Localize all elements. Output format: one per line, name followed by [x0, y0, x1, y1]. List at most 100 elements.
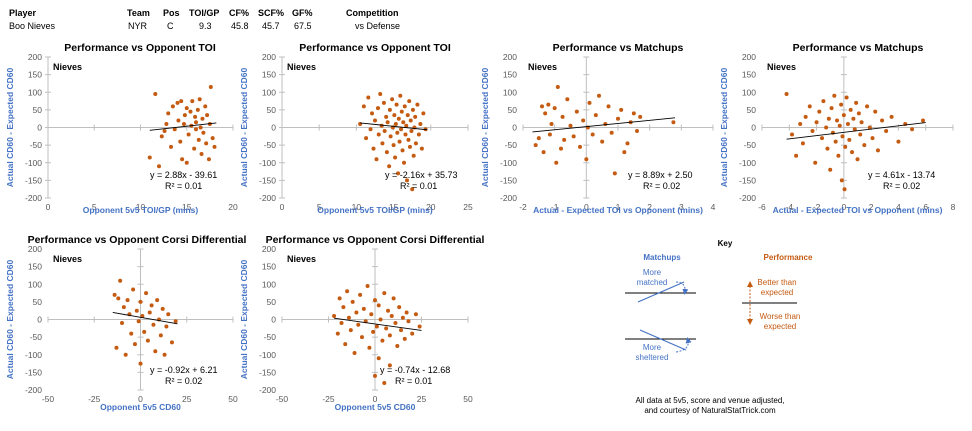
- chart-3: Performance vs Matchups -2 -1 0 1 2 3 4 200 150 10…: [480, 42, 716, 215]
- chart-5: Performance vs Opponent Corsi Differenti…: [5, 234, 246, 412]
- r-squared: R² = 0.01: [400, 181, 437, 191]
- x-tick-label: -1: [551, 202, 559, 212]
- data-point: [554, 160, 559, 165]
- data-point: [206, 157, 211, 162]
- x-tick-label: -2: [813, 202, 821, 212]
- header-toigp-value: 9.3: [199, 21, 212, 31]
- data-point: [196, 137, 201, 142]
- data-point: [175, 100, 180, 105]
- data-point: [870, 136, 875, 141]
- data-point: [406, 137, 411, 142]
- x-axis-label: Opponent 5v5 CD60: [335, 402, 416, 412]
- data-point: [402, 336, 407, 341]
- data-point: [810, 129, 815, 134]
- data-point: [842, 187, 847, 192]
- data-point: [419, 146, 424, 151]
- data-point: [836, 153, 841, 158]
- y-tick-label: 150: [262, 262, 276, 272]
- y-axis-label: Actual CD60 - Expected CD60: [5, 67, 15, 187]
- data-point: [201, 130, 206, 135]
- data-point: [343, 342, 348, 347]
- panel-label: Nieves: [528, 62, 557, 72]
- x-tick-label: 50: [228, 394, 238, 404]
- r-squared: R² = 0.01: [395, 376, 432, 386]
- data-point: [138, 361, 143, 366]
- data-point: [361, 104, 366, 109]
- data-point: [200, 116, 205, 121]
- data-point: [638, 114, 643, 119]
- x-tick-label: 5: [317, 202, 322, 212]
- data-point: [396, 116, 401, 121]
- data-point: [884, 129, 889, 134]
- data-point: [555, 84, 560, 89]
- x-axis-label: Actual - Expected TOI vs Opponent (mins): [533, 205, 703, 215]
- data-point: [381, 100, 386, 105]
- x-tick-label: 5: [92, 202, 97, 212]
- data-point: [380, 141, 385, 146]
- y-tick-label: 150: [503, 70, 517, 80]
- data-point: [397, 305, 402, 310]
- data-point: [540, 104, 544, 109]
- data-point: [852, 127, 857, 132]
- data-point: [541, 150, 546, 155]
- data-point: [844, 95, 849, 100]
- key-matched-line: [637, 281, 685, 303]
- y-tick-label: 200: [742, 52, 756, 62]
- data-point: [896, 139, 901, 144]
- x-tick-label: 0: [584, 202, 589, 212]
- data-point: [158, 333, 163, 338]
- data-point: [176, 118, 181, 123]
- data-point: [373, 373, 377, 378]
- data-point: [335, 331, 340, 336]
- header-cf-label: CF%: [229, 8, 249, 18]
- y-tick-label: 100: [28, 279, 42, 289]
- trend-equation: y = 4.61x - 13.74: [868, 170, 935, 180]
- data-point: [142, 329, 147, 334]
- x-tick-label: 20: [426, 202, 436, 212]
- data-point: [339, 321, 344, 326]
- data-point: [378, 92, 383, 97]
- data-point: [374, 157, 379, 162]
- y-axis-label: Actual CD60 - Expected CD60: [239, 67, 249, 187]
- data-point: [376, 356, 381, 361]
- chart-title: Performance vs Matchups: [553, 42, 684, 54]
- data-point: [829, 106, 834, 111]
- x-tick-label: 20: [228, 202, 238, 212]
- data-point: [416, 132, 421, 137]
- data-point: [832, 93, 837, 98]
- x-tick-label: 6: [923, 202, 928, 212]
- x-axis-label: Opponent 5v5 TOI/GP (mins): [83, 205, 199, 215]
- x-tick-label: -6: [758, 202, 766, 212]
- data-point: [153, 349, 158, 354]
- data-point: [123, 352, 128, 357]
- y-tick-label: -200: [500, 193, 517, 203]
- data-point: [578, 144, 582, 149]
- data-point: [824, 125, 829, 130]
- data-point: [384, 150, 389, 155]
- y-tick-label: -100: [500, 158, 517, 168]
- data-point: [403, 132, 408, 137]
- panel-label: Nieves: [287, 62, 316, 72]
- y-tick-label: -100: [259, 158, 276, 168]
- data-point: [410, 107, 415, 112]
- y-tick-label: -50: [30, 332, 43, 342]
- data-point: [172, 127, 177, 132]
- data-point: [396, 171, 401, 176]
- y-tick-label: 200: [28, 52, 42, 62]
- x-tick-label: 25: [463, 202, 473, 212]
- data-point: [606, 104, 611, 109]
- data-point: [612, 171, 617, 176]
- data-point: [188, 109, 193, 114]
- y-tick-label: -50: [505, 140, 518, 150]
- y-tick-label: -150: [25, 175, 42, 185]
- x-tick-label: 8: [951, 202, 956, 212]
- x-tick-label: -25: [88, 394, 101, 404]
- data-point: [400, 315, 405, 320]
- r-squared: R² = 0.02: [883, 181, 920, 191]
- y-tick-label: -150: [259, 367, 276, 377]
- data-point: [121, 305, 126, 310]
- data-point: [875, 148, 880, 153]
- trend-equation: y = -2.16x + 35.73: [385, 170, 458, 180]
- header-player-label: Player: [9, 8, 37, 18]
- x-tick-label: 3: [679, 202, 684, 212]
